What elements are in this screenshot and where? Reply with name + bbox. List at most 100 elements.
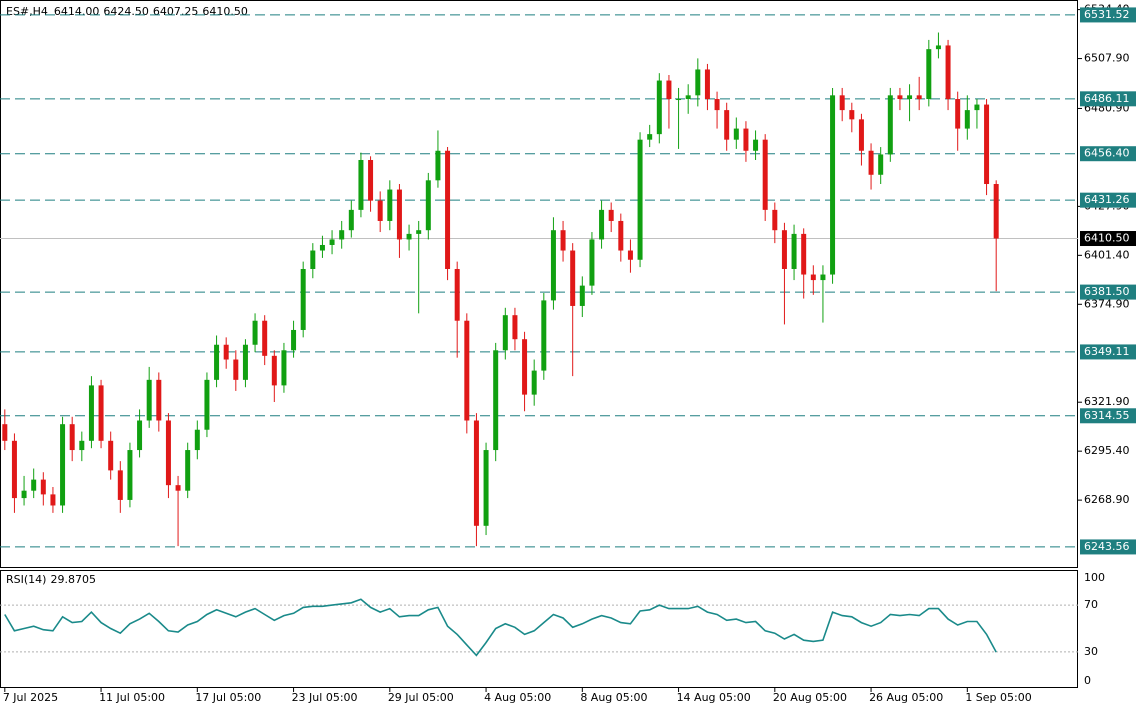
level-label: 6456.40 bbox=[1084, 147, 1130, 160]
candle-body bbox=[233, 359, 239, 380]
y-tick-label: 6374.90 bbox=[1084, 297, 1130, 310]
rsi-name: RSI(14) bbox=[6, 573, 46, 586]
candle-body bbox=[830, 95, 836, 275]
candle-body bbox=[858, 119, 864, 151]
candle-body bbox=[762, 139, 768, 210]
candle-body bbox=[98, 385, 104, 441]
candle-body bbox=[300, 268, 306, 330]
last-price-box bbox=[1080, 231, 1136, 247]
rsi-tick-label: 0 bbox=[1084, 674, 1091, 687]
candle-body bbox=[878, 154, 884, 175]
candle-body bbox=[435, 150, 441, 181]
rsi-tick-label: 100 bbox=[1084, 571, 1105, 584]
candle-body bbox=[676, 99, 682, 101]
candle-body bbox=[753, 139, 759, 151]
candle-body bbox=[791, 233, 797, 269]
candle-body bbox=[984, 104, 990, 185]
x-tick-label: 4 Aug 05:00 bbox=[484, 691, 551, 704]
candle-body bbox=[570, 250, 576, 306]
candle-body bbox=[339, 230, 345, 240]
x-tick-label: 14 Aug 05:00 bbox=[677, 691, 751, 704]
level-label-box bbox=[1080, 344, 1136, 360]
last-price-label: 6410.50 bbox=[1084, 232, 1130, 245]
level-label-box bbox=[1080, 146, 1136, 162]
rsi-line bbox=[4, 598, 997, 657]
rsi-tick-label: 30 bbox=[1084, 645, 1098, 658]
candle-body bbox=[522, 339, 528, 395]
candle-body bbox=[146, 379, 152, 421]
candle-body bbox=[964, 110, 970, 129]
x-tick-label: 20 Aug 05:00 bbox=[773, 691, 847, 704]
candle-body bbox=[416, 230, 422, 234]
candle-body bbox=[772, 209, 778, 231]
candle-body bbox=[108, 440, 114, 471]
candle-body bbox=[396, 189, 402, 240]
x-tick-label: 23 Jul 05:00 bbox=[292, 691, 358, 704]
candle-body bbox=[955, 99, 961, 129]
candle-body bbox=[214, 344, 220, 380]
candle-body bbox=[319, 244, 325, 251]
candle-body bbox=[40, 479, 46, 495]
candle-body bbox=[743, 128, 749, 151]
candle-body bbox=[445, 150, 451, 269]
open: 6414.00 bbox=[54, 5, 100, 18]
candle-body bbox=[79, 440, 85, 451]
candle-body bbox=[50, 494, 56, 506]
candle-body bbox=[310, 250, 316, 269]
candle-body bbox=[60, 424, 66, 506]
candle-body bbox=[541, 300, 547, 371]
candle-body bbox=[483, 450, 489, 526]
candle-body bbox=[637, 139, 643, 260]
candle-body bbox=[627, 250, 633, 260]
candle-body bbox=[165, 420, 171, 486]
candle-body bbox=[11, 440, 17, 499]
candle-body bbox=[464, 320, 470, 421]
candle-body bbox=[579, 285, 585, 306]
candle-body bbox=[262, 320, 268, 356]
candle-body bbox=[194, 429, 200, 451]
candle-body bbox=[724, 110, 730, 140]
candle-body bbox=[127, 450, 133, 500]
x-tick-label: 8 Aug 05:00 bbox=[580, 691, 647, 704]
level-label: 6486.11 bbox=[1084, 92, 1130, 105]
y-tick-label: 6268.90 bbox=[1084, 493, 1130, 506]
level-label-box bbox=[1080, 192, 1136, 208]
candle-body bbox=[907, 95, 913, 100]
level-label: 6381.50 bbox=[1084, 285, 1130, 298]
candle-body bbox=[868, 150, 874, 175]
candle-body bbox=[348, 209, 354, 231]
candle-body bbox=[733, 128, 739, 140]
candle-body bbox=[175, 485, 181, 491]
candle-body bbox=[810, 274, 816, 281]
candle-body bbox=[695, 69, 701, 96]
candle-body bbox=[137, 420, 143, 451]
candle-body bbox=[425, 180, 431, 231]
candle-body bbox=[945, 45, 951, 100]
candle-body bbox=[618, 220, 624, 251]
candle-body bbox=[897, 95, 903, 100]
candle-body bbox=[801, 233, 807, 275]
level-label-box bbox=[1080, 284, 1136, 300]
candle-body bbox=[242, 344, 248, 380]
candle-body bbox=[252, 320, 258, 345]
header: ES#,H4 6414.00 6424.50 6407.25 6410.50 bbox=[6, 5, 248, 18]
candle-body bbox=[185, 450, 191, 491]
level-label-box bbox=[1080, 7, 1136, 23]
candle-body bbox=[454, 268, 460, 321]
x-tick-label: 26 Aug 05:00 bbox=[869, 691, 943, 704]
rsi-tick-label: 70 bbox=[1084, 598, 1098, 611]
x-tick-label: 29 Jul 05:00 bbox=[388, 691, 454, 704]
candle-body bbox=[69, 424, 75, 451]
candle-body bbox=[31, 479, 37, 491]
candle-body bbox=[156, 379, 162, 421]
rsi-panel bbox=[0, 570, 1078, 688]
y-tick-label: 6401.40 bbox=[1084, 248, 1130, 261]
level-label: 6243.56 bbox=[1084, 540, 1130, 553]
level-label-box bbox=[1080, 91, 1136, 107]
candle-body bbox=[204, 379, 210, 430]
candle-body bbox=[935, 45, 941, 50]
candle-body bbox=[560, 230, 566, 251]
candle-body bbox=[406, 233, 412, 240]
main-panel bbox=[0, 0, 1078, 568]
candle-body bbox=[820, 274, 826, 281]
